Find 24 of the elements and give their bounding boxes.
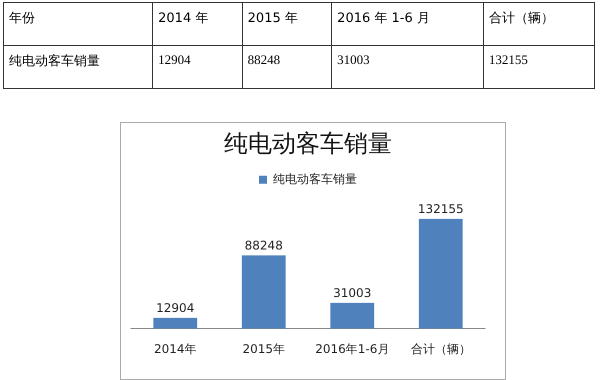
bar	[418, 218, 463, 329]
x-tick-label: 合计（辆）	[410, 342, 471, 356]
text: 132155	[483, 46, 594, 88]
text: 31003	[332, 46, 484, 88]
chart-title: 纯电动客车销量	[224, 130, 392, 158]
x-tick-label: 2016年1-6月	[315, 342, 390, 356]
legend-label: 纯电动客车销量	[273, 172, 357, 186]
bar	[153, 318, 198, 329]
text: 合计（辆）	[483, 2, 594, 46]
data-label: 132155	[418, 202, 464, 216]
text: 2014 年	[152, 2, 242, 46]
x-tick-label: 2014年	[154, 342, 197, 356]
text: 2016 年 1-6 月	[332, 2, 484, 46]
text: 88248	[242, 46, 332, 88]
bar	[330, 302, 374, 329]
text: 年份	[4, 2, 153, 46]
bar	[242, 255, 286, 329]
data-label: 88248	[244, 238, 283, 252]
data-label: 31003	[333, 286, 372, 300]
text: 纯电动客车销量	[4, 46, 153, 88]
x-tick-label: 2015年	[242, 342, 286, 356]
text: 2015 年	[242, 2, 332, 46]
text: 12904	[152, 46, 242, 88]
data-label: 12904	[156, 301, 194, 316]
